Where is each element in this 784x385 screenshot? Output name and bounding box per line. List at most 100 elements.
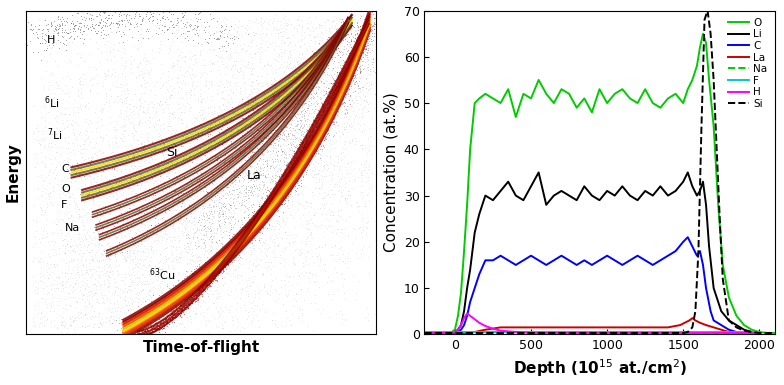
- Point: [349, 31, 361, 37]
- Point: [241, 233, 254, 239]
- Point: [89, 321, 101, 328]
- Point: [311, 107, 324, 113]
- Point: [196, 112, 209, 118]
- Point: [308, 278, 321, 285]
- Point: [347, 55, 360, 62]
- Point: [182, 283, 194, 289]
- Point: [199, 222, 212, 228]
- Point: [223, 235, 235, 241]
- Point: [156, 215, 169, 221]
- Point: [260, 213, 273, 219]
- Point: [176, 307, 188, 313]
- Point: [307, 83, 319, 89]
- Point: [304, 78, 317, 84]
- Point: [194, 148, 206, 154]
- Point: [191, 240, 204, 246]
- Point: [248, 134, 260, 140]
- Point: [216, 201, 229, 207]
- Point: [261, 211, 274, 217]
- Point: [256, 194, 268, 201]
- Point: [141, 79, 154, 85]
- Point: [234, 242, 247, 248]
- Point: [238, 208, 251, 214]
- Point: [301, 84, 314, 90]
- Point: [285, 87, 297, 93]
- Point: [270, 134, 283, 140]
- Point: [212, 261, 224, 268]
- Point: [183, 231, 195, 238]
- Point: [162, 184, 175, 190]
- Point: [187, 293, 200, 299]
- Point: [135, 8, 147, 14]
- Text: $^{63}$Cu: $^{63}$Cu: [149, 266, 175, 283]
- Point: [359, 28, 372, 34]
- Point: [334, 70, 347, 77]
- Point: [227, 132, 239, 139]
- Point: [262, 191, 274, 197]
- Point: [327, 121, 339, 127]
- Point: [342, 54, 354, 60]
- Point: [219, 203, 231, 209]
- Point: [205, 219, 218, 226]
- Point: [95, 176, 107, 182]
- Point: [307, 122, 319, 128]
- Point: [241, 313, 254, 319]
- Point: [48, 317, 60, 323]
- Point: [309, 120, 321, 126]
- Point: [264, 163, 277, 169]
- Point: [79, 17, 92, 23]
- Point: [135, 238, 147, 244]
- Point: [154, 321, 167, 327]
- Point: [261, 163, 274, 169]
- Point: [187, 270, 199, 276]
- Point: [183, 289, 195, 295]
- Point: [347, 57, 359, 63]
- Point: [238, 237, 251, 243]
- Point: [163, 146, 176, 152]
- Point: [106, 291, 118, 297]
- Point: [130, 216, 143, 222]
- Point: [267, 193, 280, 199]
- Point: [199, 281, 212, 288]
- Point: [268, 224, 281, 231]
- Point: [88, 151, 100, 157]
- Point: [234, 248, 247, 254]
- Point: [122, 230, 135, 236]
- Point: [260, 158, 273, 164]
- Point: [149, 147, 162, 153]
- Point: [231, 102, 244, 109]
- Point: [175, 306, 187, 312]
- Point: [153, 25, 165, 31]
- Point: [303, 129, 316, 136]
- Point: [93, 22, 105, 28]
- Point: [328, 107, 341, 113]
- Point: [146, 308, 158, 314]
- Point: [279, 197, 292, 203]
- Point: [180, 122, 192, 128]
- Point: [295, 86, 307, 92]
- Point: [239, 231, 252, 237]
- Point: [268, 145, 281, 151]
- Point: [162, 144, 174, 150]
- Point: [67, 315, 80, 321]
- Point: [303, 278, 315, 285]
- Point: [343, 58, 356, 64]
- Point: [233, 99, 245, 105]
- Point: [334, 93, 347, 99]
- Point: [349, 54, 361, 60]
- Point: [254, 167, 267, 174]
- Point: [251, 73, 263, 79]
- Point: [303, 14, 316, 20]
- Point: [42, 275, 54, 281]
- Point: [104, 155, 117, 161]
- Point: [274, 178, 287, 184]
- Point: [336, 51, 349, 57]
- Point: [360, 15, 372, 21]
- Point: [138, 323, 151, 329]
- Point: [201, 218, 213, 224]
- Point: [325, 105, 338, 111]
- Point: [303, 133, 315, 139]
- Point: [204, 276, 216, 282]
- Point: [263, 202, 276, 208]
- Point: [299, 140, 311, 146]
